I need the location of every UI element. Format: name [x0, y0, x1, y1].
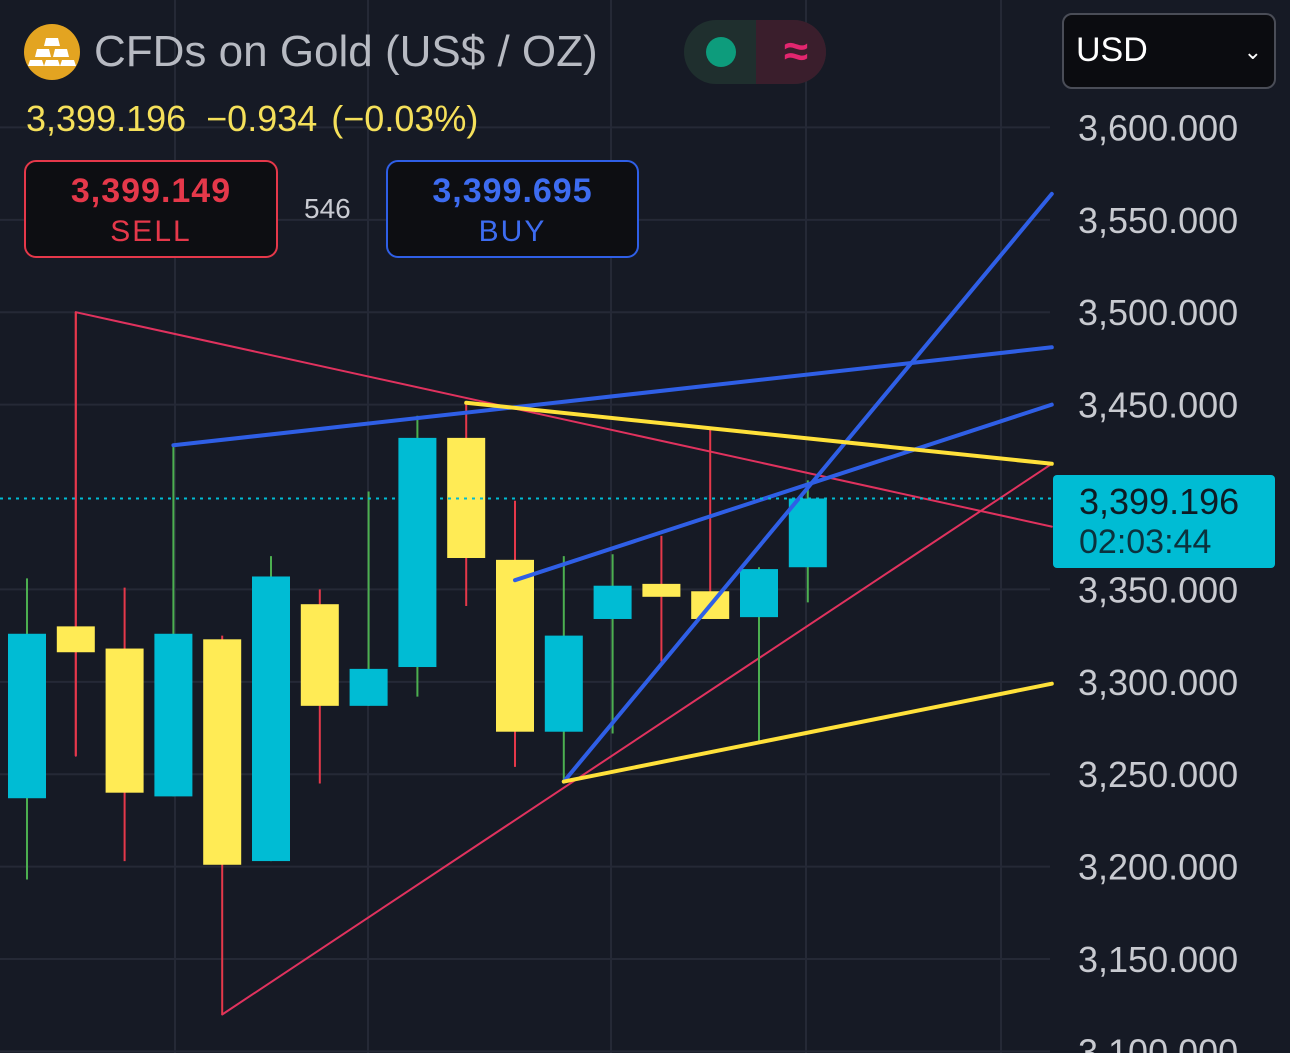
market-status-pill[interactable]: ≈	[684, 20, 826, 84]
price-tick-label: 3,100.000	[1078, 1031, 1238, 1053]
blue-trendline	[513, 402, 1054, 583]
candle-body	[203, 639, 242, 865]
price-tick-label: 3,250.000	[1078, 754, 1238, 795]
blue-trendline	[561, 191, 1054, 784]
candle-body	[544, 635, 583, 732]
buy-price: 3,399.695	[432, 172, 593, 210]
candle-countdown: 02:03:44	[1079, 523, 1212, 561]
candle-body	[8, 633, 46, 799]
price-change-pct: (−0.03%)	[331, 98, 479, 139]
candle-body	[788, 498, 827, 568]
sell-button[interactable]: 3,399.149 SELL	[24, 160, 278, 258]
bold-trendlines	[171, 191, 1054, 784]
current-price-value: 3,399.196	[1079, 481, 1240, 522]
candle-body	[300, 604, 339, 706]
currency-select[interactable]: USD ⌄	[1062, 13, 1276, 89]
buy-label: BUY	[478, 215, 547, 248]
candle-body	[642, 583, 681, 597]
price-tick-label: 3,550.000	[1078, 200, 1238, 241]
price-tick-label: 3,150.000	[1078, 939, 1238, 980]
red-trendline	[74, 311, 1053, 528]
red-trendline	[221, 462, 1053, 1016]
blue-trendline	[171, 345, 1054, 448]
candle-body	[349, 668, 388, 706]
price-tick-label: 3,450.000	[1078, 385, 1238, 426]
price-tick-label: 3,200.000	[1078, 847, 1238, 888]
current-price-label: 3,399.196 02:03:44	[1053, 475, 1275, 568]
yellow-trendline	[561, 681, 1054, 784]
price-tick-label: 3,350.000	[1078, 569, 1238, 610]
price-change: −0.934	[206, 98, 318, 139]
candles	[8, 312, 827, 1015]
grid-lines	[0, 0, 1050, 1053]
price-tick-label: 3,500.000	[1078, 292, 1238, 333]
market-open-dot-icon	[706, 37, 736, 67]
instrument-header: CFDs on Gold (US$ / OZ)	[24, 24, 598, 80]
candle-body	[740, 569, 778, 618]
candle-body	[496, 559, 534, 732]
price-tick-label: 3,600.000	[1078, 107, 1238, 148]
price-tick-label: 3,300.000	[1078, 662, 1238, 703]
candle-body	[398, 437, 437, 668]
candle-body	[56, 626, 95, 653]
candle-body	[593, 585, 632, 619]
buy-button[interactable]: 3,399.695 BUY	[386, 160, 639, 258]
sell-label: SELL	[110, 215, 192, 248]
instrument-title: CFDs on Gold (US$ / OZ)	[94, 27, 598, 76]
candle-body	[105, 648, 144, 793]
price-axis[interactable]: 3,600.000 3,550.000 3,500.000 3,450.000 3,35…	[1078, 107, 1238, 1053]
chevron-down-icon: ⌄	[1243, 39, 1262, 64]
quote-line: 3,399.196 −0.934 (−0.03%)	[26, 98, 498, 140]
candle-body	[154, 633, 193, 797]
currency-value: USD	[1076, 31, 1148, 69]
yellow-trendline	[464, 400, 1054, 466]
approx-wave-icon: ≈	[783, 27, 808, 76]
spread-value: 546	[304, 193, 351, 224]
sell-price: 3,399.149	[70, 172, 232, 210]
candle-body	[252, 576, 290, 862]
gold-bars-icon	[24, 24, 80, 80]
last-price: 3,399.196	[26, 98, 187, 139]
